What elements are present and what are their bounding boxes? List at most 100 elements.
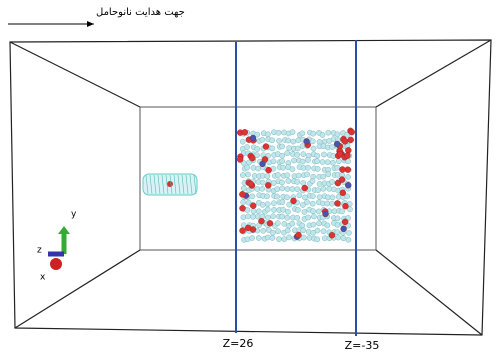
atom xyxy=(275,172,280,177)
atom xyxy=(317,181,322,186)
atom xyxy=(240,228,246,234)
atom xyxy=(310,201,315,206)
atom xyxy=(290,186,295,191)
atom xyxy=(322,236,327,241)
atom xyxy=(300,131,305,136)
atom xyxy=(320,159,325,164)
atom xyxy=(310,178,315,183)
atom xyxy=(311,214,316,219)
atom xyxy=(325,201,330,206)
atom xyxy=(294,152,299,157)
atom xyxy=(270,235,275,240)
atom xyxy=(341,226,347,232)
atom xyxy=(285,209,290,214)
atom xyxy=(340,209,345,214)
atom xyxy=(260,180,265,185)
atom xyxy=(311,131,316,136)
atom xyxy=(345,147,351,153)
atom xyxy=(315,237,320,242)
atom xyxy=(241,200,246,205)
atom xyxy=(304,199,309,204)
atom xyxy=(250,203,256,209)
atom xyxy=(280,153,285,158)
atom xyxy=(335,165,340,170)
atom xyxy=(326,172,331,177)
atom xyxy=(244,144,249,149)
atom xyxy=(275,221,280,226)
atom xyxy=(336,235,341,240)
atom xyxy=(326,130,331,135)
atom xyxy=(337,151,343,157)
box-edge xyxy=(376,40,491,107)
atom xyxy=(311,222,316,227)
atom xyxy=(281,207,286,212)
atom xyxy=(276,138,281,143)
atom xyxy=(264,194,269,199)
atom xyxy=(255,214,260,219)
atom xyxy=(241,215,246,220)
atom xyxy=(246,214,251,219)
page: {"direction_label": "جهت هدایت نانوحامل"… xyxy=(0,0,496,352)
atom xyxy=(315,153,320,158)
atom xyxy=(255,146,260,151)
box-edge xyxy=(15,250,140,328)
atom xyxy=(255,186,260,191)
atom xyxy=(271,180,276,185)
atom xyxy=(280,199,285,204)
atom xyxy=(241,186,246,191)
atom xyxy=(271,207,276,212)
atom xyxy=(316,221,321,226)
atom xyxy=(250,214,255,219)
atom xyxy=(323,211,329,217)
atom xyxy=(265,182,271,188)
atom xyxy=(302,195,307,200)
atom xyxy=(306,229,311,234)
atom xyxy=(263,144,269,150)
atom xyxy=(305,165,310,170)
atom xyxy=(349,129,355,135)
atom xyxy=(329,179,334,184)
atom xyxy=(296,173,301,178)
atom xyxy=(285,173,290,178)
atom xyxy=(345,174,350,179)
atom xyxy=(310,194,315,199)
atom xyxy=(330,144,335,149)
atom xyxy=(249,155,255,161)
atom xyxy=(315,228,320,233)
atom xyxy=(315,188,320,193)
atom xyxy=(302,209,307,214)
atom xyxy=(245,172,250,177)
atom xyxy=(316,209,321,214)
atom xyxy=(282,237,287,242)
atom xyxy=(334,141,340,147)
atom xyxy=(348,137,354,143)
atom xyxy=(295,232,301,238)
atom xyxy=(330,195,335,200)
atom xyxy=(265,174,270,179)
atom xyxy=(305,157,310,162)
atom xyxy=(346,237,351,242)
atom xyxy=(290,221,295,226)
atom xyxy=(280,186,285,191)
atom xyxy=(270,230,275,235)
atom xyxy=(306,215,311,220)
atom xyxy=(304,138,310,144)
atom xyxy=(310,139,315,144)
atom xyxy=(317,194,322,199)
atom xyxy=(260,137,265,142)
atom xyxy=(311,146,316,151)
axis-triad: y z x xyxy=(37,210,77,283)
atom xyxy=(271,201,276,206)
atom xyxy=(252,173,257,178)
atom xyxy=(284,195,289,200)
nanotube xyxy=(143,174,197,195)
atom xyxy=(239,191,245,197)
atom xyxy=(256,235,261,240)
atom xyxy=(286,235,291,240)
atom xyxy=(242,129,248,135)
atom xyxy=(260,186,265,191)
atom xyxy=(290,198,296,204)
atom xyxy=(345,182,351,188)
atom xyxy=(301,228,306,233)
atom xyxy=(258,218,264,224)
